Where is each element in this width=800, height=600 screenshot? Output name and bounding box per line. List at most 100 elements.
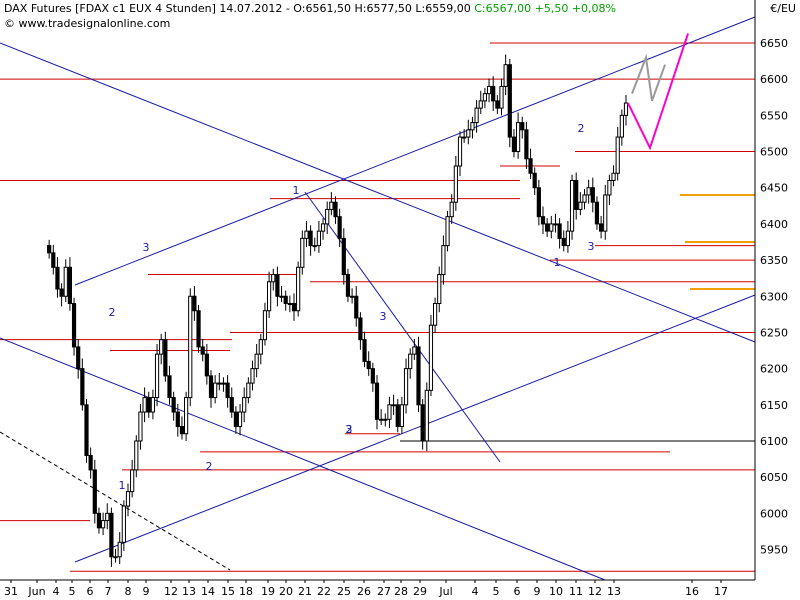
wave-label: 3 — [346, 423, 353, 436]
candle-body — [511, 136, 517, 153]
x-tick-label: 10 — [549, 585, 563, 598]
candle-body — [374, 382, 380, 420]
candle-body — [437, 274, 442, 304]
candle-body — [237, 411, 243, 428]
x-tick-label: 13 — [607, 585, 621, 598]
y-tick-label: 6550 — [760, 109, 788, 122]
candle-body — [462, 136, 467, 139]
trend-line — [74, 294, 756, 563]
candle-body — [217, 382, 222, 385]
candle-body — [208, 375, 214, 399]
candle-body — [76, 346, 81, 370]
x-tick-label: 5 — [493, 585, 500, 598]
candle-body — [574, 179, 579, 210]
candle-body — [184, 397, 189, 435]
candle-body — [179, 426, 185, 435]
candle-body — [354, 295, 359, 319]
wave-label: 3 — [588, 240, 595, 253]
candle-body — [233, 411, 239, 428]
x-tick-label: Jul — [438, 585, 452, 598]
candle-body — [607, 179, 612, 196]
x-tick-label: 20 — [279, 585, 293, 598]
candle-body — [225, 382, 230, 399]
candle-body — [619, 114, 624, 138]
wave-label: 2 — [346, 423, 353, 436]
candle-body — [188, 295, 193, 399]
y-tick-label: 6150 — [760, 399, 788, 412]
x-tick-label: 31 — [4, 585, 18, 598]
candle-body — [47, 245, 52, 254]
candle-body — [125, 491, 131, 507]
candle-body — [549, 223, 554, 232]
candle-body — [142, 397, 147, 413]
y-tick-label: 6650 — [760, 37, 788, 50]
candle-body — [524, 129, 529, 160]
y-tick-label: 6000 — [760, 507, 788, 520]
candle-body — [486, 85, 492, 95]
candle-body — [391, 404, 396, 407]
candle-body — [59, 288, 64, 297]
candle-body — [333, 201, 338, 218]
candle-body — [134, 440, 139, 471]
x-tick-label: 26 — [357, 585, 371, 598]
candle-body — [424, 389, 429, 442]
candle-body — [121, 505, 126, 543]
y-tick-label: 6300 — [760, 290, 788, 303]
y-tick-label: 6100 — [760, 435, 788, 448]
x-tick-label: 12 — [588, 585, 602, 598]
candle-body — [449, 201, 454, 218]
x-tick-label: 6 — [87, 585, 94, 598]
candle-body — [101, 520, 106, 529]
candle-body — [358, 317, 363, 341]
x-tick-label: 4 — [472, 585, 479, 598]
x-tick-label: Jun — [27, 585, 45, 598]
y-tick-label: 6200 — [760, 363, 788, 376]
candle-body — [138, 411, 143, 442]
candle-body — [146, 397, 151, 413]
candle-body — [258, 339, 263, 355]
x-tick-label: 4 — [53, 585, 60, 598]
dashed-trend-line — [0, 431, 231, 571]
candle-body — [167, 375, 172, 399]
candle-body — [279, 295, 284, 298]
y-tick-label: 6050 — [760, 471, 788, 484]
wave-label: 3 — [380, 310, 387, 323]
candle-body — [478, 100, 483, 109]
candle-body — [350, 295, 355, 298]
y-tick-label: 6500 — [760, 146, 788, 159]
x-tick-label: 16 — [685, 585, 699, 598]
candle-body — [611, 172, 616, 181]
x-tick-label: 25 — [337, 585, 351, 598]
candle-body — [516, 122, 521, 153]
candle-body — [474, 107, 479, 124]
forecast-path-magenta — [627, 33, 689, 151]
x-tick-label: 6 — [514, 585, 521, 598]
candle-body — [320, 223, 326, 232]
candle-body — [561, 237, 566, 247]
candle-body — [345, 274, 351, 297]
price-change: C:6567,00 +5,50 +0,08% — [474, 2, 616, 15]
candle-body — [499, 85, 504, 109]
x-tick-label: 19 — [261, 585, 275, 598]
candle-body — [528, 158, 533, 174]
forecast-path-gray — [631, 53, 666, 102]
candle-body — [242, 397, 247, 413]
chart-title: DAX Futures [FDAX c1 EUX 4 Stunden] 14.0… — [4, 2, 471, 15]
source-credit: © www.tradesignalonline.com — [4, 17, 171, 30]
candle-body — [229, 397, 234, 413]
candle-body — [329, 201, 334, 210]
candle-body — [387, 404, 392, 420]
candle-body — [200, 346, 205, 355]
candle-body — [536, 187, 541, 218]
candle-body — [171, 397, 176, 413]
candle-body — [325, 208, 330, 225]
candle-body — [399, 404, 404, 428]
trend-line — [74, 16, 756, 286]
candle-body — [594, 201, 600, 225]
candle-body — [291, 303, 297, 312]
x-tick-label: 21 — [298, 585, 312, 598]
trend-line — [0, 42, 756, 343]
x-tick-label: 11 — [569, 585, 583, 598]
candle-body — [84, 404, 89, 456]
candle-body — [603, 194, 608, 232]
